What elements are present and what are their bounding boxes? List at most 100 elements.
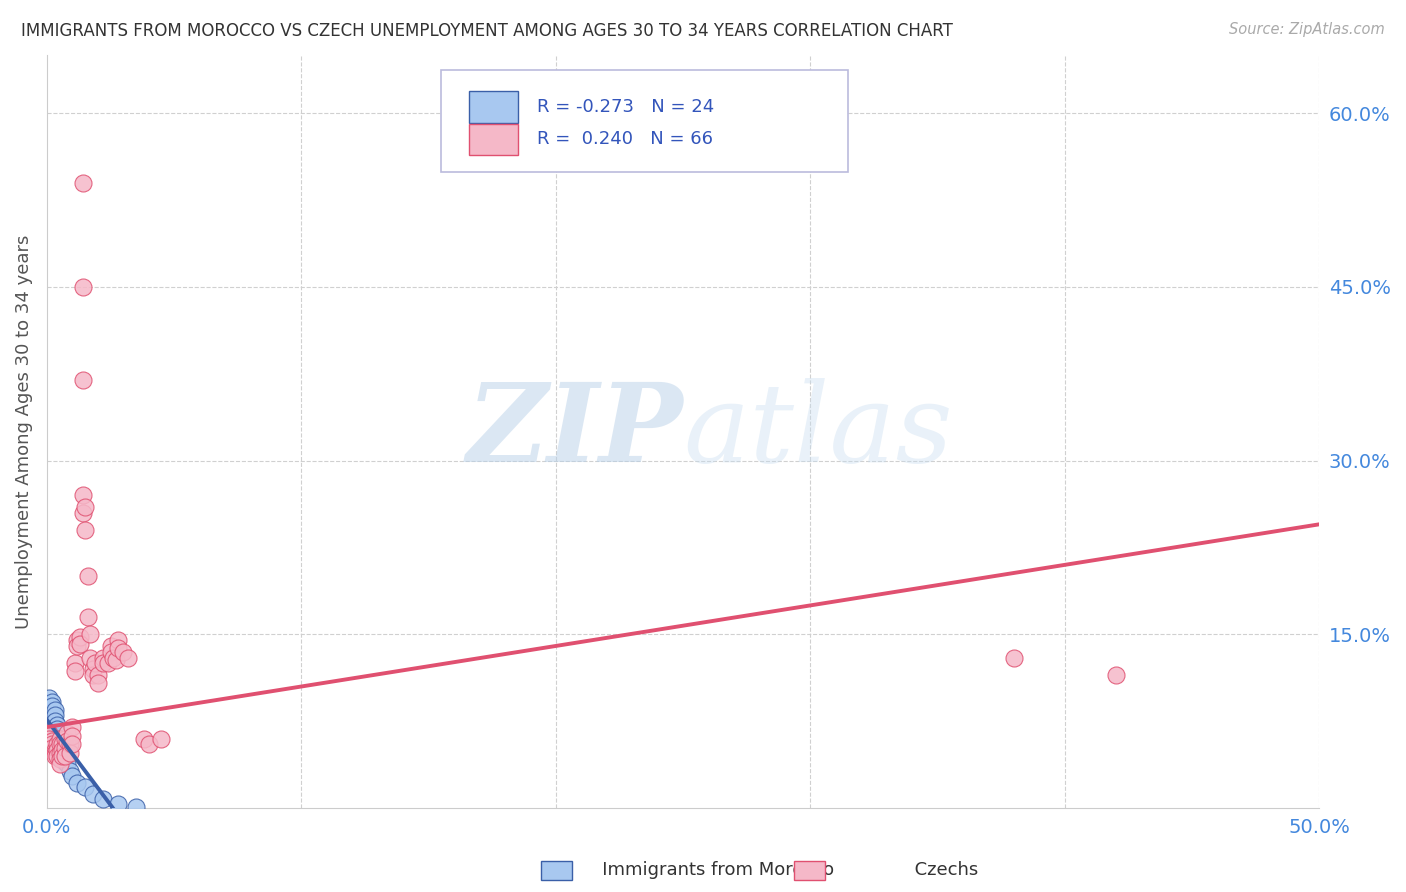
Text: R =  0.240   N = 66: R = 0.240 N = 66 [537, 130, 713, 148]
Point [69, 630, 91, 644]
Point [48, 757, 70, 772]
Point [1002, 650, 1025, 665]
Point [44, 746, 66, 760]
Point [46, 738, 69, 752]
Point [138, 738, 160, 752]
Point [107, 797, 129, 811]
Point [60, 738, 83, 752]
Point [53, 755, 76, 769]
Point [66, 639, 89, 653]
Point [72, 176, 94, 190]
Point [63, 665, 86, 679]
Point [82, 787, 104, 801]
Point [60, 769, 83, 783]
Point [107, 641, 129, 656]
Text: Immigrants from Morocco              Czechs: Immigrants from Morocco Czechs [562, 861, 979, 879]
Point [46, 723, 69, 737]
Point [73, 500, 96, 514]
Point [44, 708, 66, 723]
Point [48, 746, 70, 760]
Point [48, 738, 70, 752]
Point [82, 668, 104, 682]
Point [72, 372, 94, 386]
Point [112, 645, 135, 659]
Point [66, 633, 89, 648]
Point [125, 800, 148, 814]
Point [48, 731, 70, 746]
Point [60, 720, 83, 734]
Point [150, 731, 173, 746]
Point [59, 764, 82, 778]
Y-axis label: Unemployment Among Ages 30 to 34 years: Unemployment Among Ages 30 to 34 years [15, 235, 32, 629]
Point [44, 714, 66, 729]
Point [63, 657, 86, 671]
Point [46, 749, 69, 764]
Text: IMMIGRANTS FROM MOROCCO VS CZECH UNEMPLOYMENT AMONG AGES 30 TO 34 YEARS CORRELAT: IMMIGRANTS FROM MOROCCO VS CZECH UNEMPLO… [21, 22, 953, 40]
Point [53, 749, 76, 764]
Text: atlas: atlas [683, 378, 953, 485]
Point [51, 749, 73, 764]
FancyBboxPatch shape [441, 70, 848, 172]
FancyBboxPatch shape [470, 124, 517, 155]
Point [72, 280, 94, 294]
Point [79, 650, 101, 665]
Point [56, 726, 79, 740]
Point [44, 743, 66, 757]
Point [72, 506, 94, 520]
Point [82, 662, 104, 676]
Point [91, 650, 114, 665]
Text: Source: ZipAtlas.com: Source: ZipAtlas.com [1229, 22, 1385, 37]
Point [117, 650, 139, 665]
Point [44, 749, 66, 764]
Point [69, 637, 91, 651]
Point [66, 775, 89, 789]
Point [38, 726, 60, 740]
Point [44, 703, 66, 717]
Point [56, 757, 79, 772]
Point [59, 738, 82, 752]
Point [79, 627, 101, 641]
Point [51, 743, 73, 757]
Point [73, 780, 96, 795]
Point [46, 717, 69, 731]
Point [48, 752, 70, 766]
Point [1105, 668, 1128, 682]
Point [104, 653, 127, 667]
Point [76, 569, 98, 583]
Point [56, 734, 79, 748]
Point [100, 645, 122, 659]
Point [38, 691, 60, 706]
Point [87, 668, 110, 682]
Point [46, 743, 69, 757]
Point [91, 792, 114, 806]
Point [48, 738, 70, 752]
Point [41, 738, 63, 752]
Point [48, 726, 70, 740]
Point [53, 749, 76, 764]
Point [73, 523, 96, 537]
Point [41, 734, 63, 748]
FancyBboxPatch shape [470, 91, 517, 123]
Point [101, 650, 124, 665]
Point [59, 746, 82, 760]
Point [97, 657, 120, 671]
Point [53, 740, 76, 755]
Text: R = -0.273   N = 24: R = -0.273 N = 24 [537, 98, 714, 116]
Point [48, 731, 70, 746]
Point [41, 695, 63, 709]
Point [72, 488, 94, 502]
Point [51, 746, 73, 760]
Point [91, 657, 114, 671]
Text: ZIP: ZIP [467, 378, 683, 485]
Point [60, 729, 83, 743]
Point [87, 676, 110, 690]
Point [132, 731, 155, 746]
Point [100, 639, 122, 653]
Point [76, 610, 98, 624]
Point [41, 740, 63, 755]
Point [38, 731, 60, 746]
Point [84, 657, 107, 671]
Point [51, 738, 73, 752]
Point [53, 731, 76, 746]
Point [107, 633, 129, 648]
